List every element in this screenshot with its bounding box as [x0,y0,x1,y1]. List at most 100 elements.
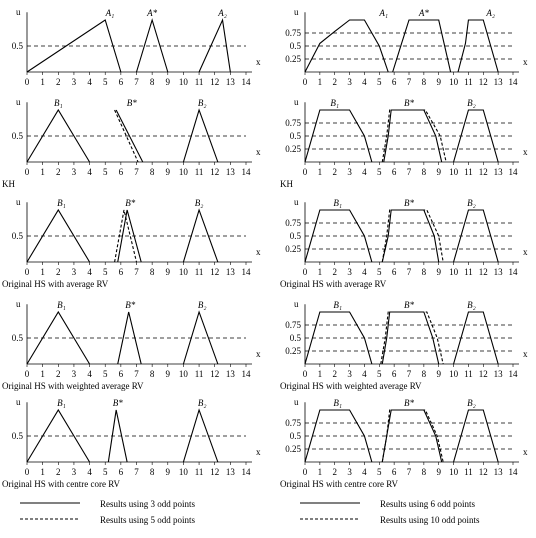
set-label: A₁ [105,8,115,18]
membership-curve-solid [453,109,499,163]
set-label: B* [404,398,414,408]
y-tick-label: 0.75 [285,218,301,228]
set-label: B₂ [467,300,476,310]
panel-caption: Original HS with weighted average RV [280,381,422,391]
y-tick-label: 0.25 [285,144,301,154]
x-tick-label: 2 [332,167,337,177]
x-tick-label: 3 [72,467,77,477]
x-tick-label: 11 [195,267,204,277]
set-label: B₂ [467,398,476,408]
x-axis-label: x [523,349,528,359]
x-tick-label: 4 [362,369,367,379]
y-axis-label: u [294,7,299,17]
x-tick-label: 7 [134,467,139,477]
x-tick-label: 9 [166,467,171,477]
x-tick-label: 0 [303,369,308,379]
x-tick-label: 2 [332,267,337,277]
membership-curve-solid [182,108,219,163]
membership-curve-dashed [381,109,447,163]
x-tick-label: 9 [436,267,441,277]
x-tick-label: 12 [210,167,219,177]
x-tick-label: 12 [210,267,219,277]
x-tick-label: 10 [449,167,459,177]
x-tick-label: 0 [303,77,308,87]
membership-curve-dashed [381,209,444,263]
x-tick-label: 8 [150,167,155,177]
x-tick-label: 14 [242,467,252,477]
x-tick-label: 4 [87,369,92,379]
x-tick-label: 1 [318,369,323,379]
membership-curve-solid [26,310,91,365]
x-tick-label: 1 [40,369,45,379]
x-tick-label: 10 [449,77,459,87]
set-label: B₂ [195,198,204,208]
panel-caption: Original HS with average RV [2,279,109,289]
y-tick-label: 0.5 [12,333,24,343]
panel-caption: KH [2,179,15,189]
set-label: B₂ [467,198,476,208]
x-tick-label: 14 [509,467,519,477]
x-tick-label: 13 [494,167,504,177]
x-tick-label: 5 [377,369,382,379]
membership-curve-solid [117,311,142,365]
x-tick-label: 5 [377,467,382,477]
set-label: B₁ [57,198,66,208]
x-tick-label: 7 [134,369,139,379]
x-tick-label: 12 [210,467,219,477]
x-tick-label: 5 [377,77,382,87]
membership-curve-dashed [381,409,444,463]
panel-caption: Original HS with average RV [280,279,387,289]
membership-curve-solid [392,19,452,73]
x-tick-label: 0 [303,267,308,277]
membership-curve-solid [453,209,499,263]
x-tick-label: 4 [362,467,367,477]
x-tick-label: 6 [119,467,124,477]
x-tick-label: 5 [377,267,382,277]
set-label: B₁ [333,198,342,208]
set-label: B* [404,198,414,208]
x-tick-label: 1 [318,77,323,87]
x-tick-label: 10 [179,369,189,379]
x-tick-label: 6 [392,267,397,277]
x-tick-label: 2 [56,267,61,277]
x-tick-label: 1 [318,467,323,477]
legend-left: Results using 3 odd points Results using… [20,499,196,525]
x-tick-label: 5 [103,467,108,477]
x-tick-label: 8 [422,167,427,177]
set-label: B₂ [198,98,207,108]
x-tick-label: 4 [87,267,92,277]
x-tick-label: 8 [150,77,155,87]
panel-caption: Original HS with centre core RV [2,479,120,489]
y-tick-label: 0.25 [285,54,301,64]
x-tick-label: 2 [56,369,61,379]
x-tick-label: 5 [103,267,108,277]
set-label: B* [404,300,414,310]
x-tick-label: 1 [40,267,45,277]
x-tick-label: 0 [303,467,308,477]
membership-curve-solid [453,409,499,463]
x-tick-label: 2 [332,467,337,477]
y-tick-label: 0.5 [12,41,24,51]
x-tick-label: 6 [119,167,124,177]
panel-caption: KH [280,179,293,189]
x-tick-label: 6 [392,167,397,177]
set-label: B* [113,398,123,408]
y-axis-label: u [294,299,299,309]
x-axis-label: x [256,147,261,157]
x-tick-label: 12 [210,77,219,87]
set-label: B* [127,98,137,108]
legend-right-solid-label: Results using 6 odd points [380,499,476,509]
x-tick-label: 5 [103,369,108,379]
x-tick-label: 6 [119,77,124,87]
x-tick-label: 8 [422,467,427,477]
x-tick-label: 0 [25,369,30,379]
x-axis-label: x [523,447,528,457]
x-axis-label: x [256,447,261,457]
x-tick-label: 12 [479,77,488,87]
y-tick-label: 0.25 [285,346,301,356]
x-tick-label: 1 [40,467,45,477]
membership-curve-solid [304,109,373,163]
membership-curve-solid [26,19,122,73]
